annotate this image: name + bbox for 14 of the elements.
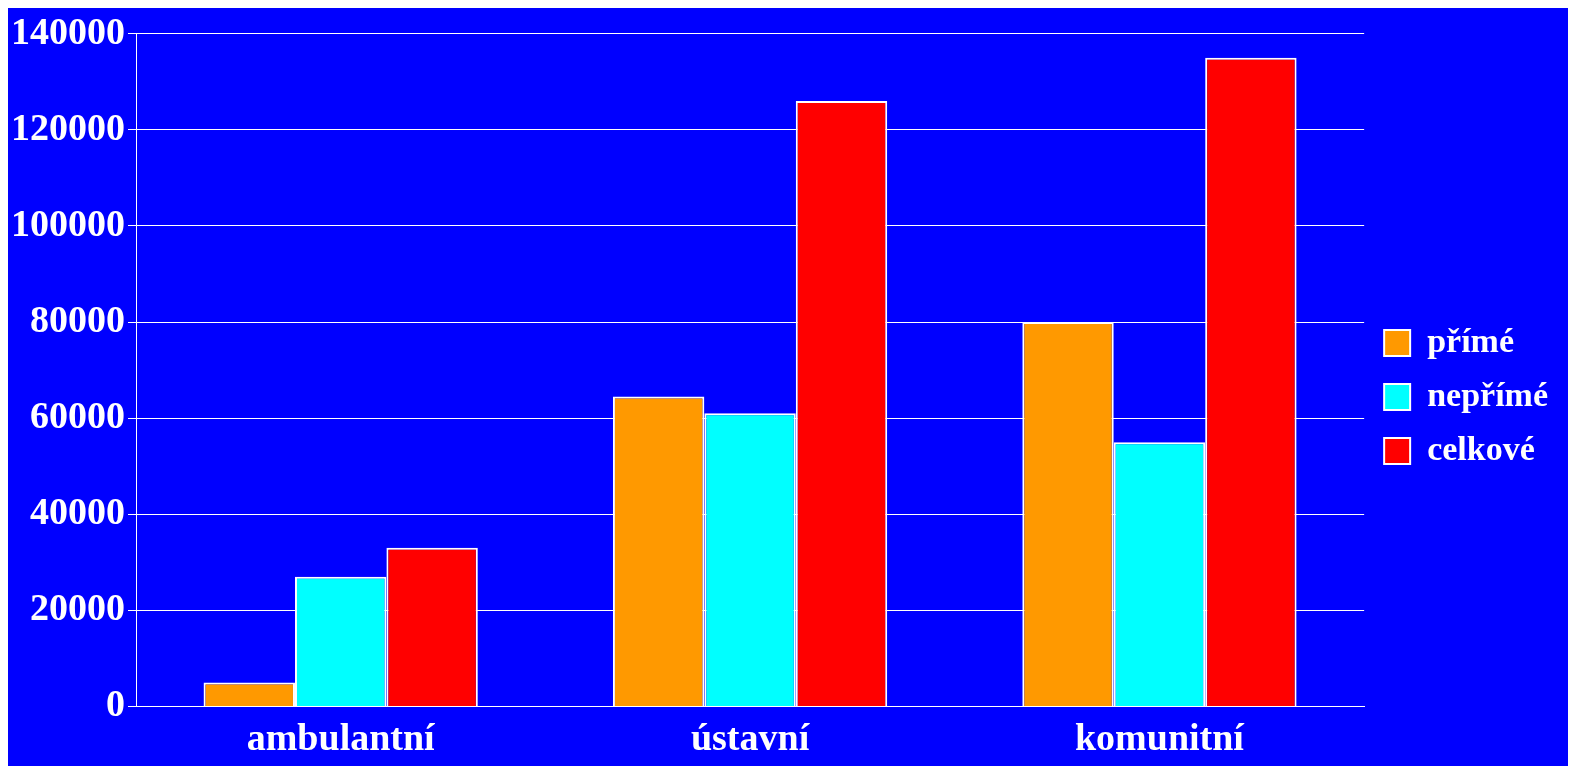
y-tick-label: 20000	[30, 586, 125, 629]
x-tick-label: ambulantní	[246, 716, 437, 759]
y-tick-label: 60000	[30, 393, 125, 436]
x-tick-label: komunitní	[1074, 716, 1246, 759]
y-tick-label: 80000	[30, 297, 125, 340]
legend-label: přímé	[1427, 321, 1514, 359]
y-tick-label: 40000	[30, 490, 125, 533]
y-tick-label: 140000	[11, 9, 125, 52]
y-tick-label: 100000	[11, 201, 125, 244]
x-tick-label: ústavní	[690, 716, 811, 759]
legend-label: celkové	[1427, 429, 1535, 467]
legend-label: nepřímé	[1427, 375, 1548, 413]
y-tick-label: 0	[106, 682, 125, 725]
y-tick-label: 120000	[11, 105, 125, 148]
